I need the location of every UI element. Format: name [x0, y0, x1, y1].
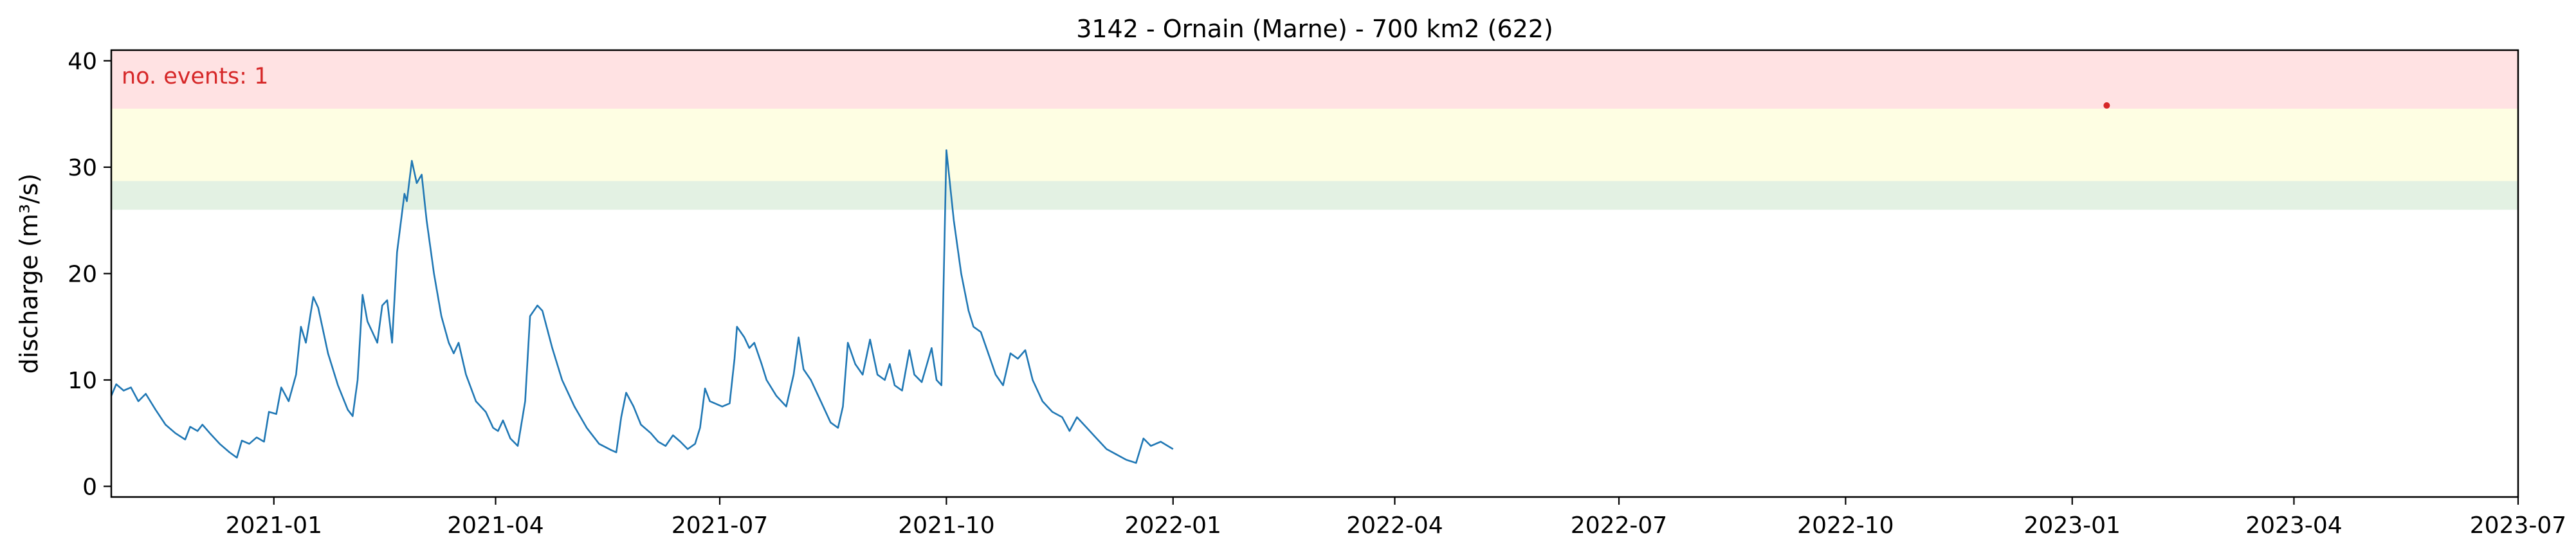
- x-tick-label: 2022-07: [1571, 512, 1667, 539]
- series-line-0: [110, 149, 1174, 464]
- threshold-band-2: [111, 50, 2518, 109]
- x-tick-label: 2021-04: [447, 512, 544, 539]
- x-tick-label: 2023-01: [2024, 512, 2121, 539]
- x-tick-label: 2021-01: [226, 512, 322, 539]
- y-tick-label: 40: [68, 49, 97, 75]
- events-count-annotation: no. events: 1: [122, 64, 268, 89]
- y-axis-label: discharge (m³/s): [15, 174, 43, 374]
- y-tick-label: 20: [68, 262, 97, 288]
- x-tick-label: 2022-04: [1346, 512, 1443, 539]
- y-tick-label: 10: [68, 368, 97, 394]
- chart-title: 3142 - Ornain (Marne) - 700 km2 (622): [1076, 15, 1553, 43]
- x-tick-label: 2022-10: [1797, 512, 1894, 539]
- y-tick-label: 0: [82, 474, 97, 500]
- x-tick-label: 2023-07: [2470, 512, 2566, 539]
- x-tick-label: 2022-01: [1125, 512, 1221, 539]
- x-tick-label: 2023-04: [2245, 512, 2342, 539]
- series-layer: [110, 149, 1174, 464]
- x-tick-label: 2021-10: [898, 512, 994, 539]
- threshold-band-1: [111, 109, 2518, 181]
- event-marker-0: [2103, 102, 2110, 109]
- x-axis-ticks: 2021-01 2021-04 2021-07 2021-10 2022-01 2022-…: [226, 497, 2566, 539]
- threshold-band-0: [111, 181, 2518, 210]
- y-tick-label: 30: [68, 155, 97, 181]
- events-layer: [2103, 102, 2110, 109]
- threshold-bands: [111, 50, 2518, 210]
- y-axis-ticks: 0 10 20 30 40: [68, 49, 111, 500]
- x-tick-label: 2021-07: [671, 512, 768, 539]
